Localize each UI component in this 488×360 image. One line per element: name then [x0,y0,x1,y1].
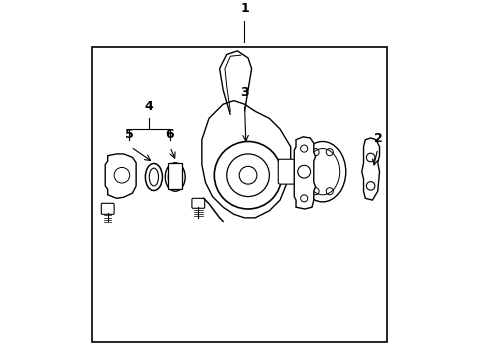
Text: 4: 4 [144,100,153,113]
Polygon shape [202,100,290,218]
FancyBboxPatch shape [101,203,114,214]
Polygon shape [294,137,315,209]
Text: 3: 3 [240,86,248,99]
Polygon shape [361,138,379,200]
FancyBboxPatch shape [278,159,295,184]
Bar [92,47,386,342]
Polygon shape [105,154,136,198]
Polygon shape [168,163,182,189]
Text: 5: 5 [124,129,133,141]
Text: 6: 6 [165,129,174,141]
FancyBboxPatch shape [191,198,204,208]
Text: 1: 1 [240,3,248,15]
Text: 2: 2 [374,132,383,145]
